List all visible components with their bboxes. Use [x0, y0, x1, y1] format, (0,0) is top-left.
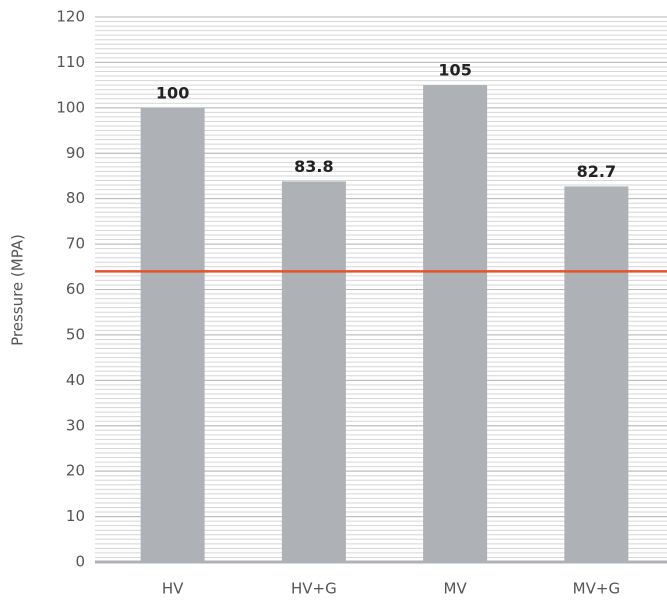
y-tick-label: 60	[66, 280, 85, 298]
y-tick-label: 100	[56, 98, 85, 116]
y-tick-label: 80	[66, 189, 85, 207]
y-tick-label: 0	[75, 553, 85, 571]
y-tick-label: 20	[66, 462, 85, 480]
y-tick-label: 50	[66, 325, 85, 343]
y-tick-label: 90	[66, 144, 85, 162]
x-tick-label: HV	[162, 580, 184, 598]
x-tick-label: MV	[444, 580, 468, 598]
y-tick-label: 110	[56, 53, 85, 71]
bar	[423, 85, 488, 562]
y-tick-label: 10	[66, 507, 85, 525]
value-label: 105	[438, 61, 471, 80]
value-label: 83.8	[294, 157, 333, 176]
y-tick-label: 40	[66, 371, 85, 389]
bar	[564, 186, 629, 562]
value-label: 82.7	[577, 162, 616, 181]
y-axis-label: Pressure (MPA)	[9, 234, 27, 346]
bar	[140, 107, 205, 562]
x-tick-label: MV+G	[573, 580, 620, 598]
bar	[281, 181, 346, 563]
y-tick-label: 70	[66, 235, 85, 253]
y-tick-label: 30	[66, 416, 85, 434]
x-tick-label: HV+G	[291, 580, 337, 598]
value-label: 100	[156, 83, 189, 102]
y-tick-label: 120	[56, 8, 85, 26]
